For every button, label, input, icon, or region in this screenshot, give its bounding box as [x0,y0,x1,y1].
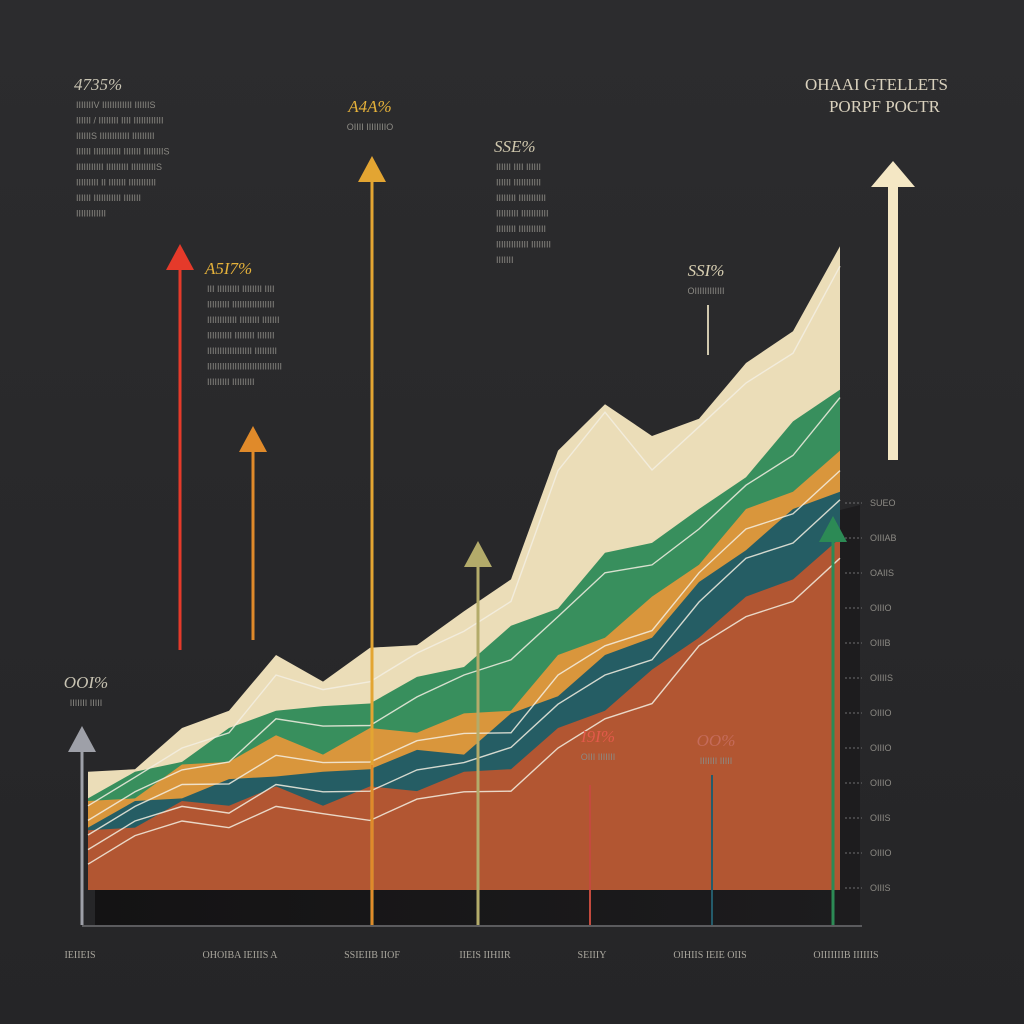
callout-line: IIIIIIIIIIIIIIIIII IIIIIIIII [207,346,277,356]
callout-4: SSI% OIIIIIIIIIIII [687,261,724,296]
callout-line: IIIIII / IIIIIIII IIII IIIIIIIIIIII [76,116,164,126]
callout-line: IIIIIIS IIIIIIIIIIII IIIIIIIII [76,131,155,141]
area-4 [88,538,840,890]
callout-0: 4735% IIIIIIIV IIIIIIIIIIII IIIIIIS IIIIII… [74,75,170,219]
callout-line: OIIII IIIIIIIIO [347,122,394,132]
callout-value: A5I7% [204,259,252,278]
y-tick-label: OIIIS [870,883,891,893]
arrow-head [464,541,492,567]
callout-7: OO% IIIIIII IIIII [697,731,736,766]
trace-line-4 [87,557,841,865]
title-line-2: PORPF POCTR [829,97,941,116]
trace-line-1 [87,397,841,821]
callout-line: IIIIIIII IIIIIIIIIII [496,224,546,234]
arrow-head [239,426,267,452]
y-ticks: SUEO OIIIAB OAIIS OIIIO OIIIB OIIIIS OIIIO OIII… [845,498,897,893]
callout-value: SSI% [688,261,725,280]
trace-line-3 [87,499,841,851]
trace-line-2 [87,470,841,836]
callout-line: IIIIIIIIIIII [76,209,106,219]
arrow-4 [68,726,96,925]
callout-line: IIIIIII [496,255,514,265]
callout-line: IIIIIIIII II IIIIIII IIIIIIIIIII [76,178,156,188]
x-label: IIEIS IIHIIR [459,950,511,961]
callout-3: A5I7% III IIIIIIIII IIIIIIII IIII IIIIIIII… [204,259,282,387]
x-labels: IEIIEIS OHOIBA IEIIIS A SSIEIIB IIOF IIEIS … [64,950,878,961]
callout-1: A4A% OIIII IIIIIIIIO [347,97,394,132]
arrow-head [166,244,194,270]
arrow-0 [166,244,194,650]
title-block: OHAAI GTELLETS PORPF POCTR [805,75,948,116]
y-tick-label: OIIIB [870,638,891,648]
x-label: SEIIIY [578,950,607,961]
callout-line: IIIIIIII IIIIIIIIIII [496,193,546,203]
y-tick-label: OAIIS [870,568,894,578]
callout-line: IIIIIIIV IIIIIIIIIIII IIIIIIS [76,100,156,110]
callout-5: OOI% IIIIIII IIIII [64,673,108,708]
line-series [87,265,841,865]
callout-line: IIIIIIIII IIIIIIIII [207,377,255,387]
arrow-head [358,156,386,182]
title-line-1: OHAAI GTELLETS [805,75,948,94]
callout-value: I9I% [580,727,615,746]
arrow-head [68,726,96,752]
x-label: OIHIIS IEIE OIIS [673,950,746,961]
callout-6: I9I% OIII IIIIIII [580,727,615,762]
arrow-6 [871,161,915,460]
callout-line: IIIIIIIIIIIII IIIIIIII [496,240,551,250]
callouts: 4735% IIIIIIIV IIIIIIIIIIII IIIIIIS IIIIII… [64,75,736,766]
y-tick-label: OIIIIS [870,673,893,683]
x-label: OHOIBA IEIIIS A [203,950,279,961]
y-tick-label: OIIIO [870,778,892,788]
y-tick-label: OIIIAB [870,533,897,543]
callout-value: OO% [697,731,736,750]
callout-value: 4735% [74,75,122,94]
arrow-head [819,516,847,542]
x-label: SSIEIIB IIOF [344,950,400,961]
trace-line-0 [87,265,841,807]
callout-line: IIIIII IIIIIIIIIII IIIIIII [76,193,141,203]
callout-line: III IIIIIIIII IIIIIIII IIII [207,284,275,294]
y-tick-label: OIIIO [870,603,892,613]
x-label: OIIIIIIIB IIIIIIS [813,950,878,961]
arrows [68,156,915,925]
arrow-5 [819,516,847,925]
callout-line: IIIIIIIII IIIIIIIIIIIIIIIII [207,300,275,310]
callout-2: SSE% IIIIII IIII IIIIII IIIIII IIIIIIIIIII… [494,137,551,265]
arrow-1 [239,426,267,640]
callout-line: IIIIIIIII IIIIIIIIIII [496,209,549,219]
callout-line: IIIIII IIIIIIIIIII IIIIIII IIIIIIIIS [76,147,170,157]
y-tick-label: SUEO [870,498,896,508]
callout-line: IIIIIIIIIII IIIIIIIII IIIIIIIIIIS [76,162,162,172]
y-tick-label: OIIIO [870,848,892,858]
callout-value: A4A% [347,97,391,116]
callout-value: SSE% [494,137,536,156]
callout-value: OOI% [64,673,108,692]
x-label: IEIIEIS [64,950,95,961]
callout-line: IIIIIIIIIIII IIIIIIII IIIIIII [207,315,280,325]
callout-line: OIIIIIIIIIIII [687,286,724,296]
callout-line: IIIIIII IIIII [70,698,103,708]
y-tick-label: OIIIO [870,708,892,718]
callout-line: IIIIIII IIIII [700,756,733,766]
area-series [88,246,840,890]
y-tick-label: OIIIO [870,743,892,753]
y-tick-label: OIIIS [870,813,891,823]
callout-line: IIIIIIIIIIIIIIIIIIIIIIIIIIIIII [207,362,282,372]
callout-line: IIIIII IIIIIIIIIII [496,178,541,188]
callout-line: IIIIII IIII IIIIII [496,162,541,172]
callout-line: OIII IIIIIII [581,752,616,762]
callout-line: IIIIIIIIII IIIIIIII IIIIIII [207,331,275,341]
arrow-head [871,161,915,187]
